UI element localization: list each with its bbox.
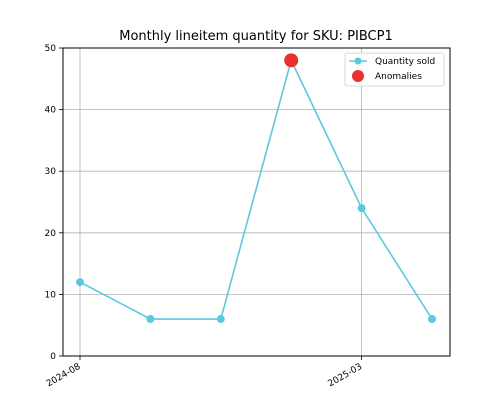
y-tick-label: 10 bbox=[45, 290, 57, 300]
y-tick-label: 30 bbox=[45, 167, 57, 177]
data-point bbox=[76, 278, 84, 287]
x-tick-label: 2025-03 bbox=[327, 362, 365, 389]
series-line-quantity-sold bbox=[79, 58, 433, 320]
y-axis: 0 10 20 30 40 50 bbox=[45, 44, 63, 362]
data-point bbox=[428, 315, 436, 324]
data-point bbox=[357, 204, 366, 213]
legend-label-quantity-sold: Quantity sold bbox=[375, 57, 435, 67]
legend-marker-icon bbox=[354, 57, 362, 65]
legend-box bbox=[344, 52, 445, 87]
y-tick-label: 40 bbox=[45, 106, 57, 116]
anomaly-point bbox=[284, 53, 299, 68]
y-tick-label: 0 bbox=[50, 352, 56, 362]
grid-lines bbox=[63, 47, 450, 357]
chart-title: Monthly lineitem quantity for SKU: PIBCP… bbox=[119, 29, 393, 44]
legend: Quantity sold Anomalies bbox=[344, 52, 445, 87]
y-tick-label: 20 bbox=[45, 229, 57, 239]
x-axis: 2024-08 2025-03 bbox=[45, 356, 364, 389]
plot-frame bbox=[62, 47, 451, 357]
x-tick-label: 2024-08 bbox=[45, 362, 83, 390]
series-layer bbox=[76, 53, 436, 324]
legend-label-anomalies: Anomalies bbox=[375, 72, 422, 82]
data-point bbox=[146, 315, 155, 324]
legend-anomaly-icon bbox=[352, 70, 364, 82]
y-tick-label: 50 bbox=[45, 44, 57, 54]
data-point bbox=[216, 315, 225, 324]
